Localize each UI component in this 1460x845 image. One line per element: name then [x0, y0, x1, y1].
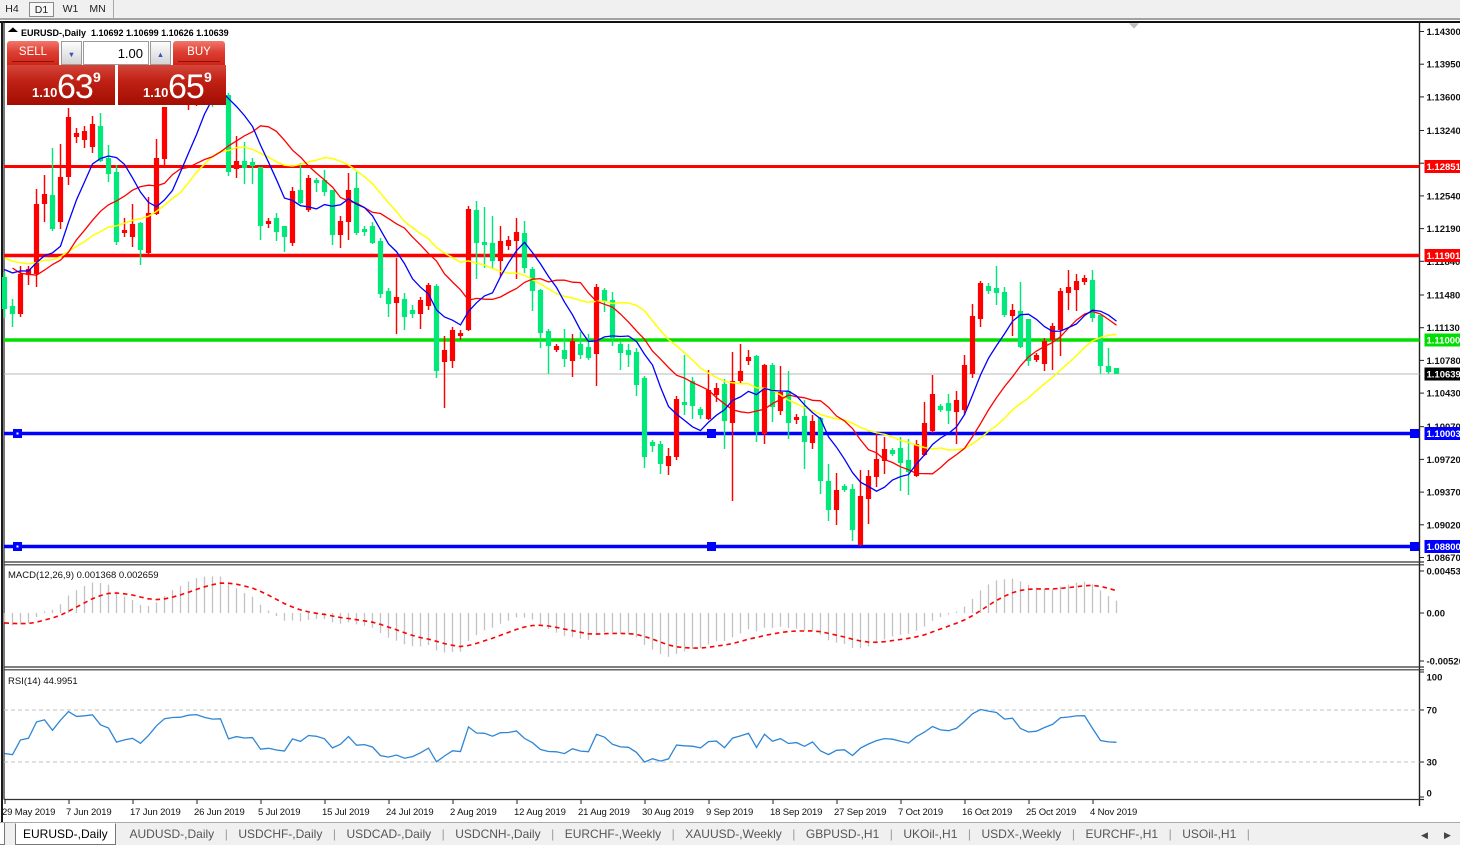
- svg-text:29 May 2019: 29 May 2019: [2, 807, 55, 818]
- svg-text:1.11130: 1.11130: [1427, 323, 1460, 334]
- svg-text:1.11840: 1.11840: [1427, 257, 1460, 268]
- svg-text:15 Jul 2019: 15 Jul 2019: [322, 807, 369, 818]
- svg-text:1.14300: 1.14300: [1427, 27, 1460, 38]
- svg-text:24 Jul 2019: 24 Jul 2019: [386, 807, 433, 818]
- svg-text:0: 0: [1427, 789, 1432, 800]
- svg-text:70: 70: [1427, 706, 1438, 717]
- svg-text:1.10639: 1.10639: [1427, 370, 1460, 381]
- svg-text:1.11000: 1.11000: [1427, 336, 1460, 347]
- svg-text:1.10430: 1.10430: [1427, 389, 1460, 400]
- svg-text:1.09370: 1.09370: [1427, 488, 1460, 499]
- svg-text:16 Oct 2019: 16 Oct 2019: [962, 807, 1012, 818]
- svg-text:7 Oct 2019: 7 Oct 2019: [898, 807, 943, 818]
- svg-text:30 Aug 2019: 30 Aug 2019: [642, 807, 694, 818]
- svg-text:30: 30: [1427, 758, 1438, 769]
- svg-text:MACD(12,26,9) 0.001368 0.00265: MACD(12,26,9) 0.001368 0.002659: [8, 570, 159, 581]
- svg-text:27 Sep 2019: 27 Sep 2019: [834, 807, 886, 818]
- svg-text:5 Jul 2019: 5 Jul 2019: [258, 807, 300, 818]
- svg-text:1.12851: 1.12851: [1427, 162, 1460, 173]
- svg-text:1.09720: 1.09720: [1427, 455, 1460, 466]
- svg-text:1.10780: 1.10780: [1427, 356, 1460, 367]
- svg-text:0.004536: 0.004536: [1427, 567, 1460, 578]
- svg-text:2 Aug 2019: 2 Aug 2019: [450, 807, 497, 818]
- svg-text:21 Aug 2019: 21 Aug 2019: [578, 807, 630, 818]
- svg-text:12 Aug 2019: 12 Aug 2019: [514, 807, 566, 818]
- svg-text:1.12190: 1.12190: [1427, 224, 1460, 235]
- svg-text:-0.005205: -0.005205: [1427, 657, 1460, 668]
- svg-text:1.08670: 1.08670: [1427, 553, 1460, 564]
- svg-text:1.10003: 1.10003: [1427, 429, 1460, 440]
- svg-text:EURUSD-,Daily 1.10692 1.10699: EURUSD-,Daily 1.10692 1.10699 1.10626 1.…: [21, 28, 229, 38]
- svg-text:1.09020: 1.09020: [1427, 520, 1460, 531]
- svg-text:18 Sep 2019: 18 Sep 2019: [770, 807, 822, 818]
- svg-text:7 Jun 2019: 7 Jun 2019: [66, 807, 112, 818]
- svg-text:26 Jun 2019: 26 Jun 2019: [194, 807, 245, 818]
- svg-text:RSI(14) 44.9951: RSI(14) 44.9951: [8, 676, 78, 687]
- svg-text:4 Nov 2019: 4 Nov 2019: [1090, 807, 1137, 818]
- svg-text:1.11480: 1.11480: [1427, 291, 1460, 302]
- svg-text:25 Oct 2019: 25 Oct 2019: [1026, 807, 1076, 818]
- svg-text:1.11901: 1.11901: [1427, 251, 1460, 262]
- svg-text:1.08800: 1.08800: [1427, 542, 1460, 553]
- svg-text:9 Sep 2019: 9 Sep 2019: [706, 807, 753, 818]
- svg-text:1.13950: 1.13950: [1427, 60, 1460, 71]
- svg-text:1.13240: 1.13240: [1427, 126, 1460, 137]
- svg-text:17 Jun 2019: 17 Jun 2019: [130, 807, 181, 818]
- svg-text:1.12540: 1.12540: [1427, 191, 1460, 202]
- svg-text:100: 100: [1427, 673, 1443, 684]
- svg-text:1.13600: 1.13600: [1427, 92, 1460, 103]
- svg-text:0.00: 0.00: [1427, 609, 1446, 620]
